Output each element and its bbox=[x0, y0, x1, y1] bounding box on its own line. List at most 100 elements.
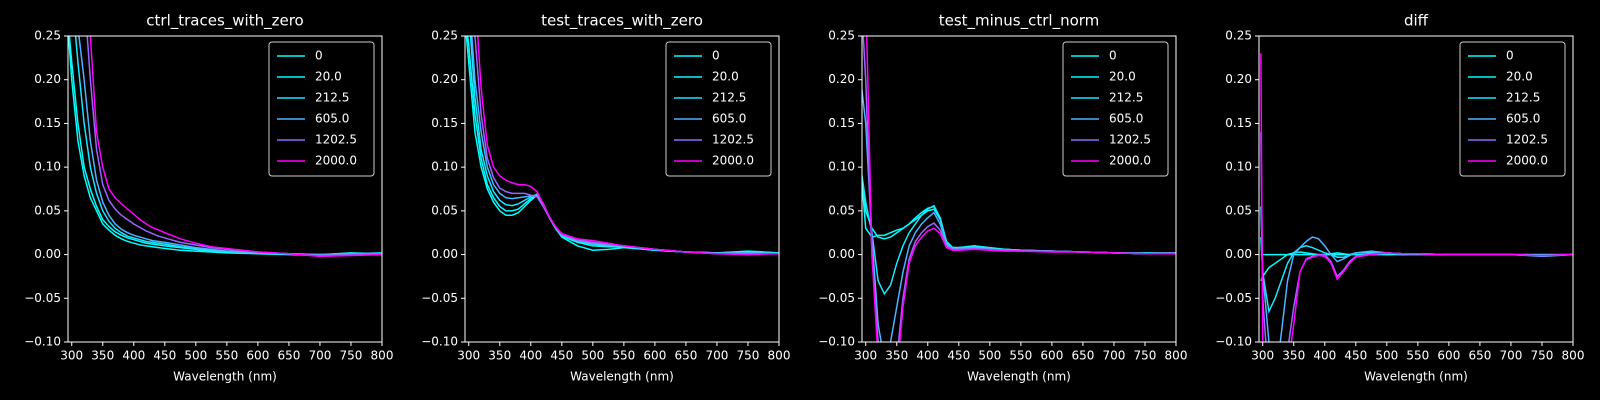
y-tick-label: 0.05 bbox=[828, 203, 855, 217]
legend-label: 212.5 bbox=[1109, 91, 1143, 105]
y-tick-label: 0.25 bbox=[828, 29, 855, 43]
x-tick-label: 550 bbox=[1406, 349, 1429, 363]
subplot-title: test_traces_with_zero bbox=[541, 12, 703, 31]
legend-box bbox=[665, 41, 772, 177]
x-tick-label: 350 bbox=[91, 349, 114, 363]
x-tick-label: 350 bbox=[885, 349, 908, 363]
legend-label: 2000.0 bbox=[315, 154, 357, 168]
x-tick-label: 400 bbox=[1313, 349, 1336, 363]
x-tick-label: 500 bbox=[978, 349, 1001, 363]
y-tick-label: 0.15 bbox=[34, 116, 61, 130]
series-line bbox=[68, 36, 382, 257]
x-tick-label: 300 bbox=[457, 349, 480, 363]
y-tick-label: 0.05 bbox=[1225, 203, 1252, 217]
series-line bbox=[476, 36, 779, 256]
legend-label: 0 bbox=[712, 49, 720, 63]
x-tick-label: 400 bbox=[122, 349, 145, 363]
x-tick-label: 500 bbox=[184, 349, 207, 363]
plot-frame bbox=[464, 35, 780, 343]
series-line bbox=[78, 36, 382, 256]
legend-box bbox=[1459, 41, 1566, 177]
y-tick-label: −0.10 bbox=[1215, 335, 1252, 349]
x-tick-label: 450 bbox=[550, 349, 573, 363]
x-tick-label: 600 bbox=[643, 349, 666, 363]
legend-label: 605.0 bbox=[1506, 112, 1540, 126]
x-tick-label: 800 bbox=[371, 349, 394, 363]
legend-label: 2000.0 bbox=[1109, 154, 1151, 168]
legend-label: 20.0 bbox=[712, 70, 739, 84]
y-tick-label: 0.20 bbox=[34, 72, 61, 86]
subplot: test_minus_ctrl_norm −0.10 −0.05 0.00 0.05 0.… bbox=[818, 12, 1187, 384]
y-tick-label: 0.05 bbox=[431, 203, 458, 217]
x-tick-label: 700 bbox=[1499, 349, 1522, 363]
x-axis-label: Wavelength (nm) bbox=[1364, 370, 1468, 384]
subplot-title: ctrl_traces_with_zero bbox=[146, 12, 303, 31]
y-tick-label: 0.10 bbox=[34, 160, 61, 174]
legend-label: 1202.5 bbox=[1506, 133, 1548, 147]
x-tick-label: 750 bbox=[340, 349, 363, 363]
x-tick-label: 600 bbox=[246, 349, 269, 363]
legend-label: 0 bbox=[315, 49, 323, 63]
series-line bbox=[866, 36, 1176, 342]
y-tick-label: 0.20 bbox=[828, 72, 855, 86]
y-tick-label: 0.15 bbox=[431, 116, 458, 130]
x-tick-label: 450 bbox=[153, 349, 176, 363]
x-tick-label: 550 bbox=[215, 349, 238, 363]
x-tick-label: 450 bbox=[1344, 349, 1367, 363]
plot-frame bbox=[861, 35, 1177, 343]
y-tick-label: 0.25 bbox=[431, 29, 458, 43]
legend-label: 1202.5 bbox=[712, 133, 754, 147]
x-tick-label: 700 bbox=[705, 349, 728, 363]
legend: 0 20.0 212.5 605.0 1202.5 2000.0 bbox=[1459, 41, 1566, 177]
x-tick-label: 750 bbox=[1531, 349, 1554, 363]
x-tick-label: 750 bbox=[737, 349, 760, 363]
x-tick-label: 500 bbox=[1375, 349, 1398, 363]
y-tick-label: 0.10 bbox=[1225, 160, 1252, 174]
subplot: ctrl_traces_with_zero −0.10 −0.05 0.00 0.05 0… bbox=[24, 12, 394, 384]
legend-label: 20.0 bbox=[315, 70, 342, 84]
legend-label: 212.5 bbox=[712, 91, 746, 105]
legend: 0 20.0 212.5 605.0 1202.5 2000.0 bbox=[268, 41, 375, 177]
x-tick-label: 500 bbox=[581, 349, 604, 363]
x-tick-label: 600 bbox=[1040, 349, 1063, 363]
x-tick-label: 400 bbox=[916, 349, 939, 363]
y-tick-label: 0.10 bbox=[431, 160, 458, 174]
x-tick-label: 650 bbox=[1071, 349, 1094, 363]
y-tick-label: −0.10 bbox=[818, 335, 855, 349]
x-tick-label: 650 bbox=[277, 349, 300, 363]
legend-label: 2000.0 bbox=[1506, 154, 1548, 168]
series-line bbox=[89, 36, 382, 258]
legend-label: 1202.5 bbox=[1109, 133, 1151, 147]
y-tick-label: 0.05 bbox=[34, 203, 61, 217]
y-tick-label: 0.00 bbox=[1225, 247, 1252, 261]
legend: 0 20.0 212.5 605.0 1202.5 2000.0 bbox=[1062, 41, 1169, 177]
x-axis-label: Wavelength (nm) bbox=[570, 370, 674, 384]
subplot: diff −0.10 −0.05 0.00 0.05 0.10 0.15 0.20 0.25 30… bbox=[1215, 12, 1585, 384]
y-tick-label: 0.00 bbox=[34, 247, 61, 261]
x-tick-label: 350 bbox=[488, 349, 511, 363]
legend-box bbox=[268, 41, 375, 177]
y-tick-label: 0.25 bbox=[1225, 29, 1252, 43]
x-axis-label: Wavelength (nm) bbox=[173, 370, 277, 384]
y-tick-label: 0.15 bbox=[828, 116, 855, 130]
y-tick-label: −0.05 bbox=[421, 291, 458, 305]
y-tick-label: 0.25 bbox=[34, 29, 61, 43]
subplot-title: diff bbox=[1404, 12, 1429, 30]
x-tick-label: 750 bbox=[1134, 349, 1157, 363]
x-axis-label: Wavelength (nm) bbox=[967, 370, 1071, 384]
y-tick-label: 0.10 bbox=[828, 160, 855, 174]
legend-box bbox=[1062, 41, 1169, 177]
x-tick-label: 350 bbox=[1282, 349, 1305, 363]
y-tick-label: 0.00 bbox=[431, 247, 458, 261]
legend-label: 20.0 bbox=[1506, 70, 1533, 84]
x-tick-label: 800 bbox=[1562, 349, 1585, 363]
x-tick-label: 300 bbox=[1251, 349, 1274, 363]
y-tick-label: −0.05 bbox=[818, 291, 855, 305]
legend-label: 1202.5 bbox=[315, 133, 357, 147]
x-tick-label: 700 bbox=[1102, 349, 1125, 363]
series-line bbox=[1260, 53, 1573, 342]
legend-label: 0 bbox=[1506, 49, 1514, 63]
subplot: test_traces_with_zero −0.10 −0.05 0.00 0.05 0… bbox=[421, 12, 790, 384]
